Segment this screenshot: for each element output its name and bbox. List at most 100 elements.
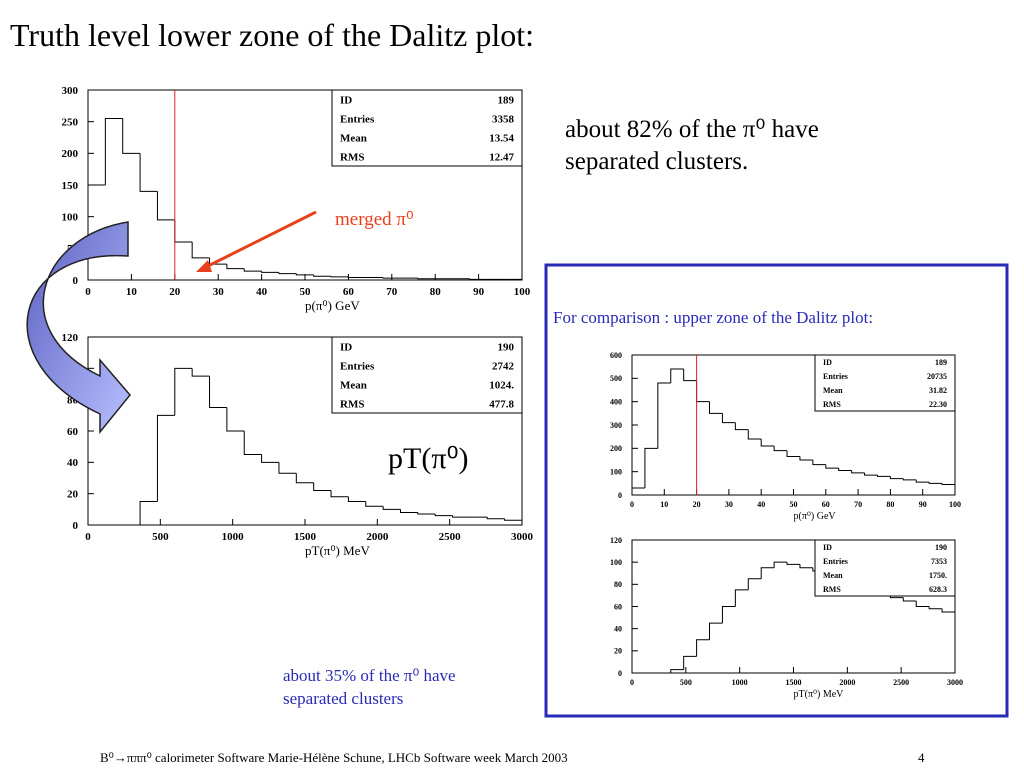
stats-label: Entries (823, 372, 848, 381)
x-tick-label: 3000 (947, 678, 963, 687)
stats-label: Entries (340, 360, 375, 372)
histogram-bin (174, 367, 193, 416)
histogram-bin (278, 272, 297, 275)
stats-value: 477.8 (489, 398, 514, 410)
stats-label: RMS (340, 398, 364, 410)
histogram-bin (295, 273, 314, 276)
stats-value: 31.82 (929, 386, 947, 395)
histogram-bin (191, 368, 210, 377)
x-tick-label: 0 (630, 500, 634, 509)
histogram-bin (644, 447, 658, 488)
histogram-bin (696, 639, 710, 657)
stats-value: 22.30 (929, 400, 947, 409)
histogram-bin (122, 118, 141, 154)
pt-label: pT(π⁰) (388, 442, 468, 475)
stats-box (814, 539, 956, 597)
histogram-bin (139, 153, 158, 192)
stats-box (814, 354, 956, 412)
y-tick-label: 40 (67, 457, 79, 469)
histogram-bin (504, 518, 523, 525)
y-tick-label: 120 (62, 332, 79, 344)
histogram-bin (486, 517, 505, 520)
x-tick-label: 50 (790, 500, 798, 509)
histogram-bin (469, 278, 488, 280)
y-tick-label: 60 (614, 602, 622, 611)
curved-arrow (26, 221, 131, 435)
histogram-bin (670, 669, 684, 673)
stats-value: 7353 (931, 557, 947, 566)
plots: 0501001502002503000102030405060708090100… (62, 85, 964, 700)
histogram-bin (261, 271, 279, 273)
histogram-bin (365, 501, 384, 507)
page-number: 4 (918, 750, 925, 765)
y-tick-label: 300 (62, 85, 79, 97)
histogram-bin (156, 414, 175, 502)
histogram-bin (670, 368, 684, 383)
x-tick-label: 30 (213, 286, 225, 298)
stats-value: 189 (498, 94, 515, 106)
x-tick-label: 2500 (893, 678, 909, 687)
x-tick-label: 40 (256, 286, 268, 298)
y-tick-label: 600 (610, 351, 622, 360)
stats-label: ID (823, 543, 832, 552)
histogram-chart: 0501001502002503000102030405060708090100… (62, 85, 531, 313)
histogram-bin (928, 606, 943, 610)
histogram-bin (295, 473, 314, 484)
histogram-bin (838, 468, 852, 471)
stats-box (331, 89, 523, 167)
stats-value: 2742 (492, 360, 515, 372)
histogram-bin (261, 454, 279, 463)
histogram-bin (915, 600, 930, 607)
x-tick-label: 1000 (732, 678, 748, 687)
y-tick-label: 60 (67, 426, 79, 438)
x-tick-label: 2000 (839, 678, 855, 687)
histogram-bin (417, 512, 436, 515)
stats-label: Mean (823, 571, 843, 580)
y-tick-label: 0 (73, 520, 79, 532)
stats-label: ID (823, 358, 832, 367)
x-tick-label: 1500 (294, 531, 317, 543)
histogram-bin (313, 482, 332, 492)
y-tick-label: 300 (610, 421, 622, 430)
histogram-bin (226, 264, 245, 270)
x-tick-label: 2000 (366, 531, 389, 543)
y-tick-label: 500 (610, 374, 622, 383)
stats-value: 12.47 (489, 151, 514, 163)
histogram-bin (889, 476, 904, 480)
note-bottom-line: separated clusters (283, 689, 403, 708)
histogram-chart: 0 100 200 300 400 500 600 0 10 20 30 40 50 60 70 80 90 10… (610, 351, 961, 522)
histogram-bin (760, 567, 775, 579)
y-tick-label: 0 (618, 491, 622, 500)
x-tick-label: 10 (660, 500, 668, 509)
histogram-bin (709, 401, 723, 414)
histogram-bin (417, 278, 436, 280)
histogram-bin (657, 382, 671, 449)
histogram-bin (915, 479, 930, 483)
y-tick-label: 0 (73, 275, 79, 287)
histogram-bin (928, 482, 943, 484)
histogram-bin (864, 472, 878, 476)
stats-value: 20735 (927, 372, 947, 381)
note-bottom-line: about 35% of the π⁰ have (283, 666, 456, 685)
stats-label: ID (340, 341, 352, 353)
stats-label: Mean (823, 386, 843, 395)
stats-value: 628.3 (929, 585, 947, 594)
y-tick-label: 150 (62, 180, 79, 192)
histogram-bin (434, 514, 453, 517)
x-tick-label: 10 (126, 286, 138, 298)
x-tick-label: 60 (822, 500, 830, 509)
x-tick-label: 500 (152, 531, 169, 543)
x-axis-label: p(π⁰) GeV (794, 511, 837, 522)
y-tick-label: 100 (610, 467, 622, 476)
merged-arrow-head (196, 260, 212, 272)
histogram-bin (876, 475, 891, 477)
histogram-bin (452, 515, 470, 518)
y-tick-label: 100 (62, 212, 79, 224)
x-tick-label: 40 (757, 500, 765, 509)
histogram-bin (734, 589, 749, 607)
stats-value: 189 (935, 358, 947, 367)
stats-box (331, 336, 523, 414)
histogram-bin (504, 278, 523, 280)
histogram-bin (760, 439, 775, 447)
merged-arrow (203, 210, 317, 270)
